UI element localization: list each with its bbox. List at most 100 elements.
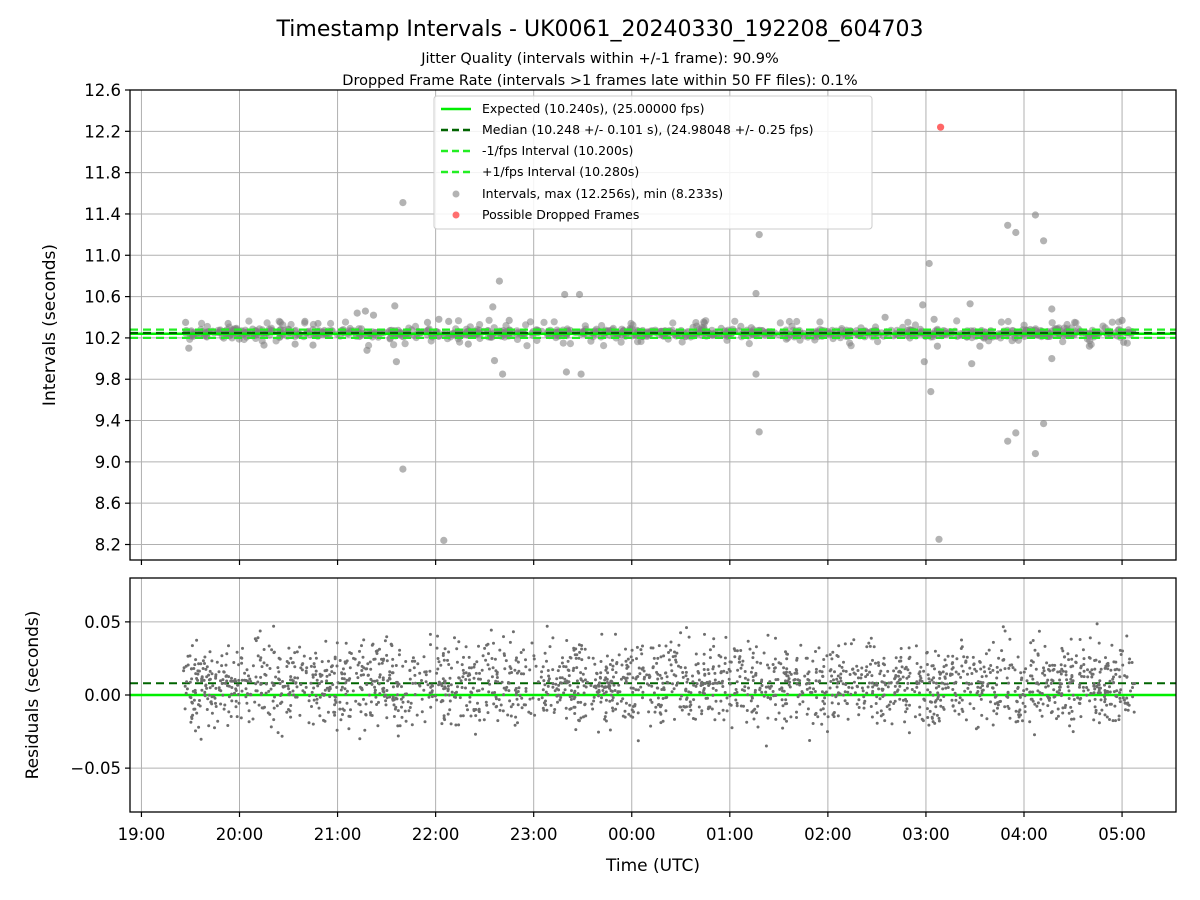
residual-point — [1131, 682, 1135, 686]
residual-point — [624, 681, 628, 685]
residual-point — [733, 655, 737, 659]
residual-point — [941, 670, 945, 674]
residual-point — [784, 650, 787, 654]
residual-point — [793, 671, 797, 675]
residual-point — [254, 689, 258, 693]
residual-point — [905, 676, 909, 680]
residual-point — [685, 697, 688, 701]
interval-outlier-point — [1012, 429, 1020, 437]
residual-point — [880, 680, 884, 684]
residual-point — [725, 709, 729, 713]
residual-point — [611, 668, 615, 672]
residual-point — [576, 685, 580, 689]
residual-point — [839, 676, 842, 680]
residual-point — [515, 697, 519, 701]
residual-point — [654, 705, 658, 709]
residual-point — [307, 699, 311, 703]
residual-point — [514, 693, 518, 697]
residual-point — [596, 683, 600, 687]
residual-point — [674, 658, 678, 662]
residual-point — [455, 660, 459, 664]
residual-point — [564, 706, 568, 710]
residual-point — [771, 690, 775, 693]
residual-point — [496, 719, 500, 723]
residual-point — [413, 681, 417, 685]
residual-point — [1029, 663, 1033, 667]
residual-point — [795, 716, 798, 719]
residual-point — [1005, 676, 1009, 680]
residual-point — [327, 659, 330, 663]
residual-point — [1122, 698, 1126, 702]
residual-point — [915, 685, 919, 689]
residual-point — [296, 676, 300, 680]
residual-point — [906, 668, 910, 672]
residual-point — [970, 672, 974, 675]
residual-point — [509, 667, 513, 670]
interval-point — [523, 342, 531, 350]
residual-point — [603, 715, 607, 719]
residual-point — [811, 722, 815, 725]
residual-point — [786, 674, 790, 678]
residual-point — [937, 716, 941, 720]
residual-point — [702, 668, 706, 671]
residual-point — [410, 723, 414, 727]
legend-item-expected: Expected (10.240s), (25.00000 fps) — [441, 101, 704, 116]
residual-point — [394, 664, 398, 667]
residual-point — [327, 689, 331, 693]
residual-point — [931, 720, 935, 724]
residual-point — [719, 699, 723, 703]
residual-point — [589, 684, 593, 687]
residual-point — [1103, 689, 1107, 692]
residual-point — [233, 678, 237, 681]
residual-point — [966, 686, 970, 690]
residual-point — [676, 681, 680, 685]
residual-point — [1097, 721, 1101, 725]
residual-point — [515, 691, 518, 695]
residual-point — [635, 645, 639, 649]
residual-point — [289, 678, 292, 682]
residual-point — [1071, 730, 1075, 734]
interval-point — [390, 341, 398, 349]
residual-point — [836, 674, 840, 678]
residual-point — [943, 658, 947, 662]
residual-point — [852, 638, 856, 642]
residual-point — [335, 728, 339, 732]
residual-point — [673, 717, 676, 721]
residual-point — [268, 667, 272, 670]
residual-point — [708, 705, 712, 709]
residual-point — [795, 710, 798, 714]
residual-point — [472, 676, 476, 680]
residual-point — [777, 711, 781, 715]
residual-point — [1028, 720, 1032, 724]
residual-point — [809, 690, 812, 694]
residual-point — [729, 703, 733, 707]
residual-point — [295, 695, 299, 699]
residual-point — [773, 657, 777, 661]
residual-point — [1091, 672, 1095, 676]
residual-point — [524, 665, 528, 669]
residual-point — [569, 698, 573, 701]
residual-point — [591, 656, 595, 660]
residual-point — [889, 681, 893, 685]
residual-point — [304, 685, 308, 689]
residual-point — [348, 677, 352, 681]
residual-point — [688, 705, 692, 708]
residual-point — [1023, 705, 1027, 708]
interval-outlier-point — [920, 358, 928, 366]
residual-point — [878, 697, 882, 701]
residual-point — [227, 644, 230, 648]
residual-point — [655, 670, 659, 674]
residual-point — [738, 675, 742, 679]
residual-point — [968, 702, 972, 706]
residual-point — [220, 664, 224, 668]
residual-point — [1031, 690, 1035, 694]
residual-point — [236, 693, 240, 696]
residual-point — [467, 655, 471, 659]
residual-point — [814, 667, 818, 671]
residual-point — [292, 693, 296, 697]
residual-point — [517, 686, 521, 690]
residual-point — [570, 689, 573, 693]
residual-point — [182, 666, 186, 670]
residual-point — [945, 682, 949, 686]
residual-point — [392, 715, 396, 718]
